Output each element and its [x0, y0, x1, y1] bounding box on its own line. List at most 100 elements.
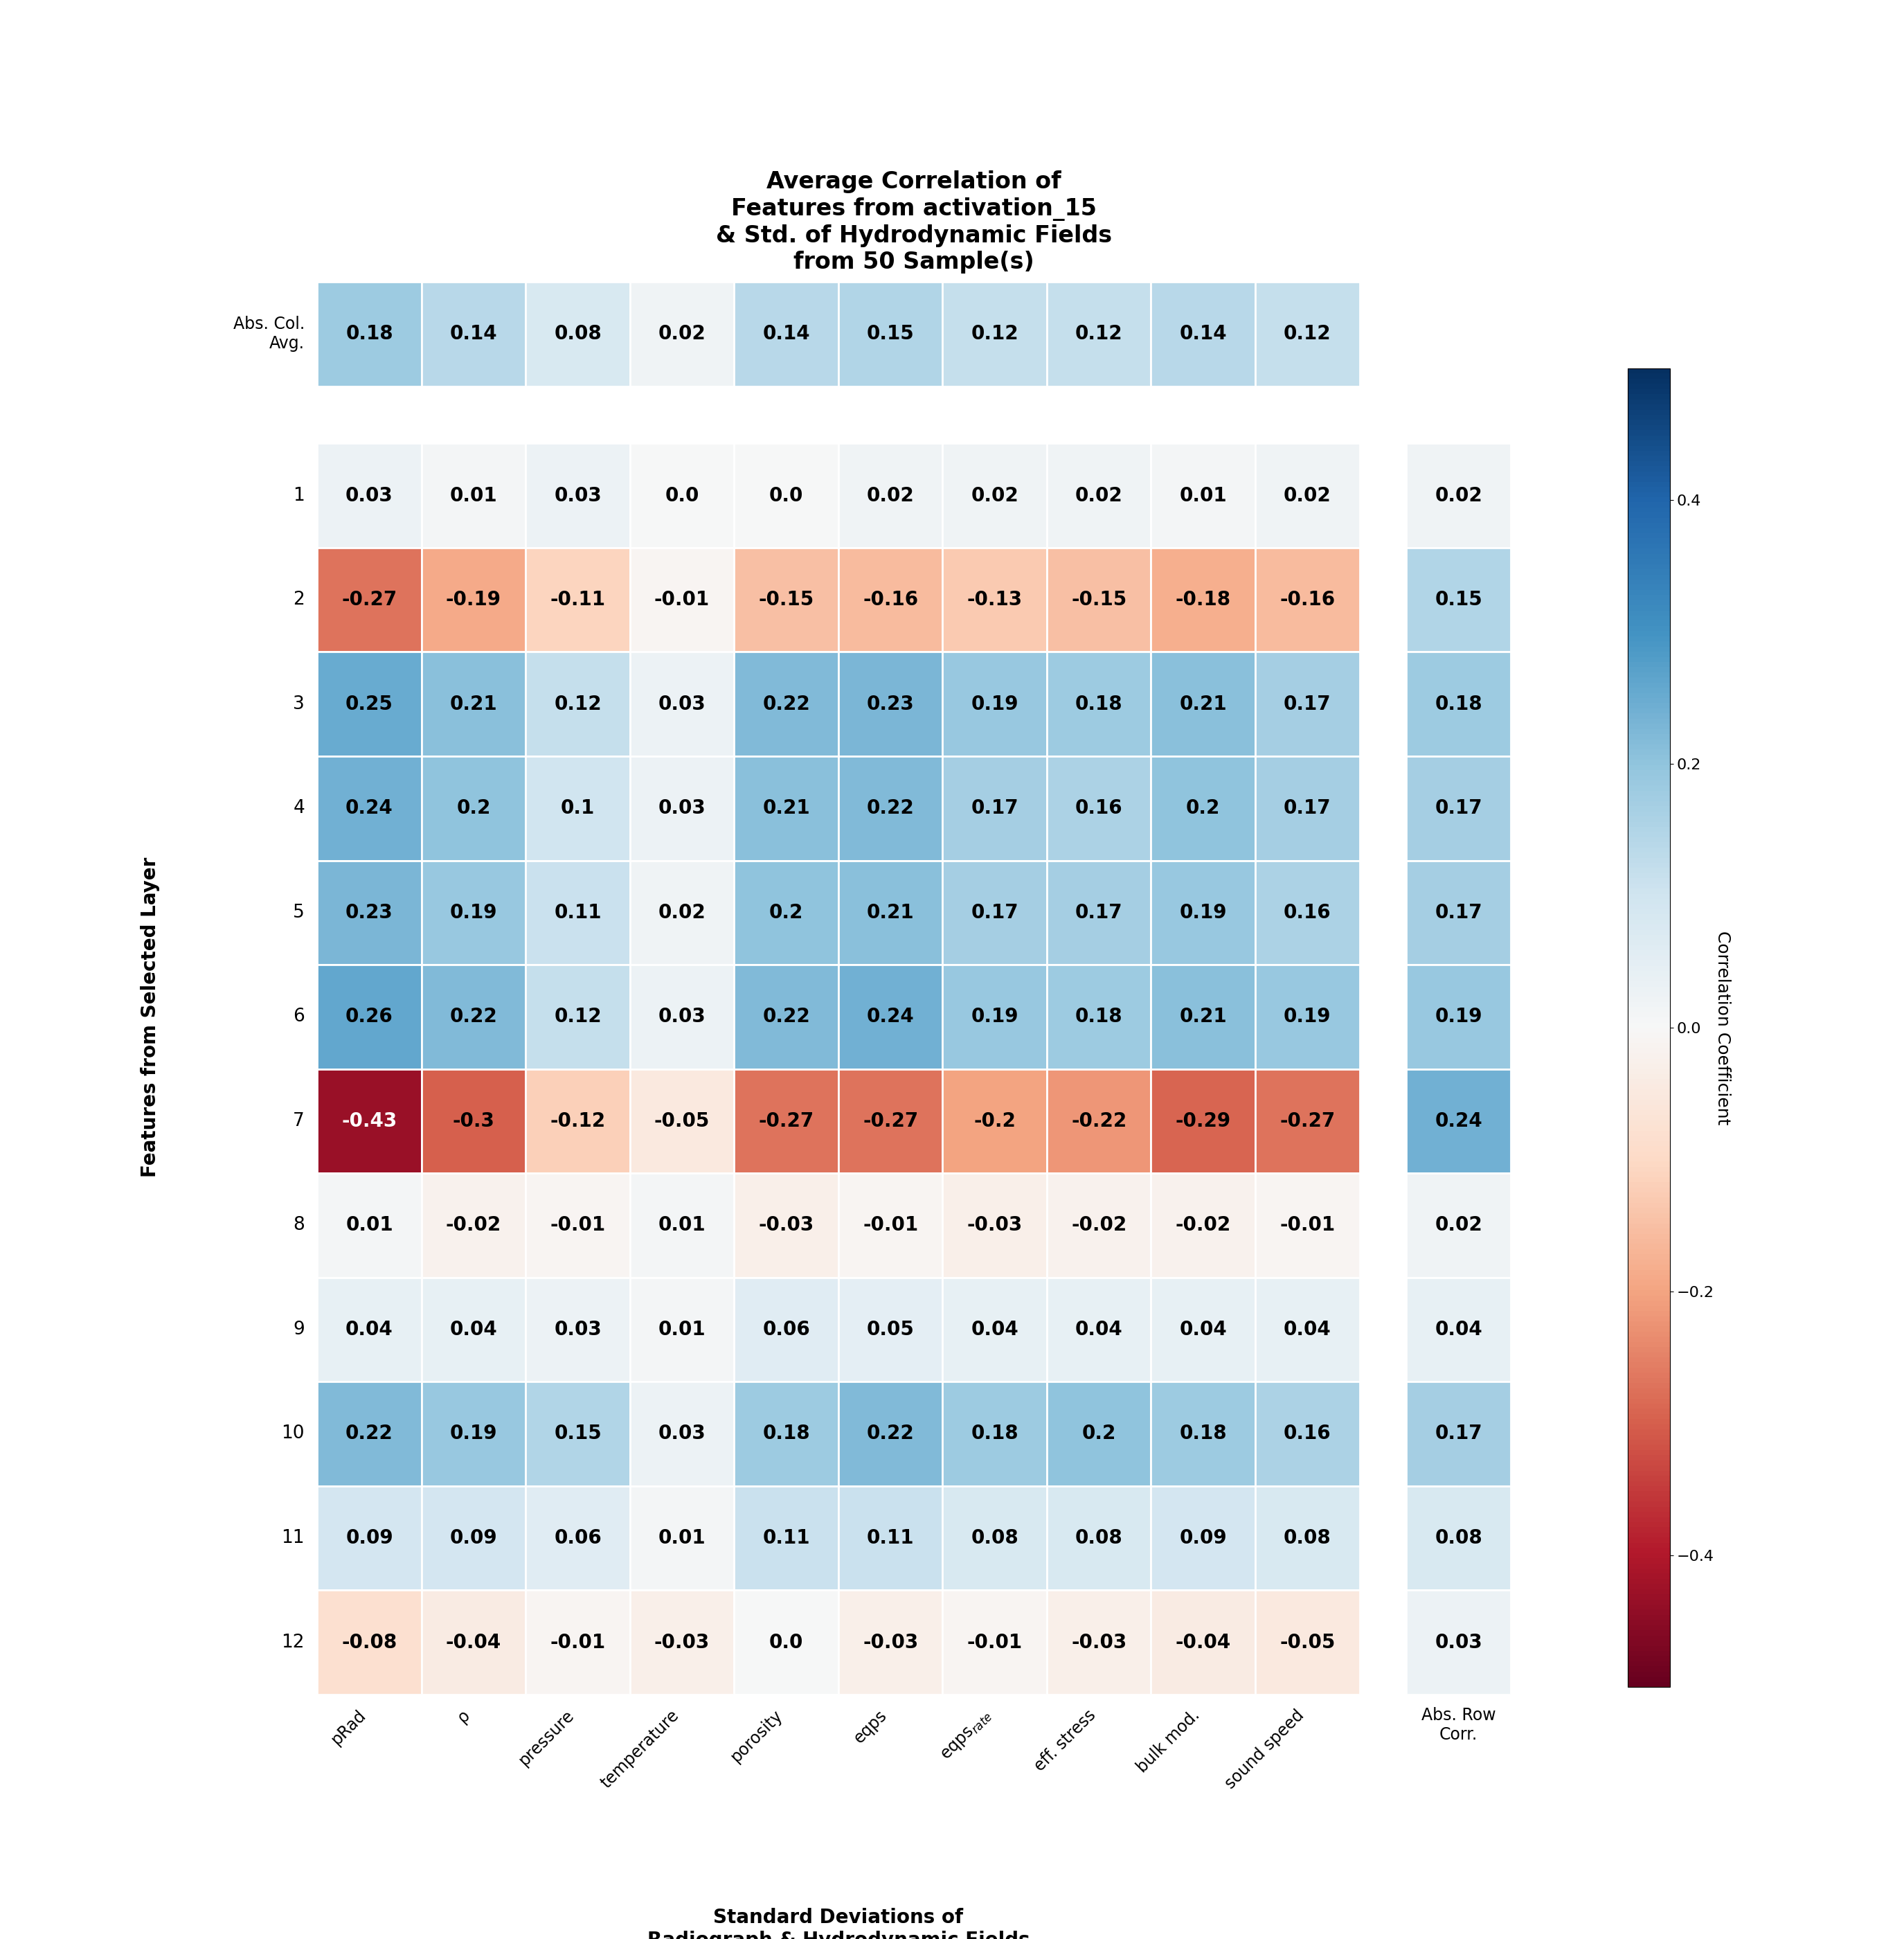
Text: 0.06: 0.06 — [762, 1320, 809, 1340]
Bar — [1152, 652, 1255, 756]
Bar — [735, 1590, 838, 1695]
Text: -0.01: -0.01 — [655, 589, 710, 609]
Text: 0.03: 0.03 — [659, 694, 706, 714]
Text: 0.08: 0.08 — [1283, 1528, 1331, 1547]
Text: 4: 4 — [293, 799, 305, 818]
Bar — [421, 861, 526, 966]
Text: 0.03: 0.03 — [659, 799, 706, 818]
Text: 0.04: 0.04 — [1283, 1320, 1331, 1340]
Bar — [1047, 1590, 1152, 1695]
Bar — [942, 861, 1047, 966]
Bar — [1255, 1383, 1359, 1485]
Bar — [838, 1173, 942, 1278]
Text: 0.12: 0.12 — [971, 324, 1019, 343]
Text: -0.02: -0.02 — [1175, 1216, 1230, 1235]
Text: 0.17: 0.17 — [1283, 694, 1331, 714]
Bar — [1255, 1278, 1359, 1383]
Text: 0.19: 0.19 — [1283, 1006, 1331, 1026]
Text: 0.26: 0.26 — [345, 1006, 392, 1026]
Bar — [421, 1278, 526, 1383]
Bar — [1047, 1068, 1152, 1173]
Bar — [421, 1383, 526, 1485]
Bar — [942, 1485, 1047, 1590]
Bar — [1255, 966, 1359, 1068]
Y-axis label: Correlation Coefficient: Correlation Coefficient — [1716, 931, 1731, 1125]
Bar — [1152, 281, 1255, 386]
Text: 7: 7 — [293, 1113, 305, 1130]
Text: 0.21: 0.21 — [762, 799, 809, 818]
Text: -0.01: -0.01 — [1279, 1216, 1335, 1235]
Bar — [318, 861, 421, 966]
Text: 0.14: 0.14 — [449, 324, 497, 343]
Bar — [1047, 756, 1152, 861]
Bar — [630, 1485, 735, 1590]
Text: 0.08: 0.08 — [1436, 1528, 1483, 1547]
Text: -0.11: -0.11 — [550, 589, 605, 609]
Bar — [735, 966, 838, 1068]
Bar — [942, 1173, 1047, 1278]
Text: 0.24: 0.24 — [345, 799, 392, 818]
Bar — [421, 1068, 526, 1173]
Bar — [942, 547, 1047, 652]
Text: 0.21: 0.21 — [449, 694, 497, 714]
Bar — [838, 1383, 942, 1485]
Text: 0.04: 0.04 — [1076, 1320, 1123, 1340]
Text: eff. stress: eff. stress — [1032, 1706, 1099, 1774]
Bar — [735, 861, 838, 966]
Bar — [630, 1590, 735, 1695]
Text: -0.02: -0.02 — [446, 1216, 501, 1235]
Bar — [1152, 1485, 1255, 1590]
Text: 0.11: 0.11 — [554, 904, 602, 923]
Bar — [630, 652, 735, 756]
Text: 0.17: 0.17 — [971, 799, 1019, 818]
Bar — [838, 547, 942, 652]
Text: 0.19: 0.19 — [1436, 1006, 1481, 1026]
Bar — [1255, 547, 1359, 652]
Text: 0.08: 0.08 — [971, 1528, 1019, 1547]
Bar — [942, 1278, 1047, 1383]
Bar — [735, 1278, 838, 1383]
Bar — [1152, 756, 1255, 861]
Bar — [735, 547, 838, 652]
Bar — [1407, 756, 1510, 861]
Bar — [1407, 1068, 1510, 1173]
Text: 0.12: 0.12 — [1076, 324, 1123, 343]
Bar — [318, 547, 421, 652]
Text: 0.17: 0.17 — [1283, 799, 1331, 818]
Text: -0.03: -0.03 — [655, 1633, 710, 1652]
Bar — [1152, 1173, 1255, 1278]
Text: -0.05: -0.05 — [1279, 1633, 1335, 1652]
Text: eqps: eqps — [851, 1706, 891, 1747]
Bar — [318, 1590, 421, 1695]
Bar — [942, 756, 1047, 861]
Text: 0.02: 0.02 — [659, 324, 706, 343]
Text: 0.22: 0.22 — [762, 1006, 809, 1026]
Bar — [318, 1485, 421, 1590]
Text: 0.03: 0.03 — [554, 1320, 602, 1340]
Text: 0.15: 0.15 — [1436, 589, 1483, 609]
Text: -0.16: -0.16 — [863, 589, 918, 609]
Text: -0.19: -0.19 — [446, 589, 501, 609]
Bar — [942, 281, 1047, 386]
Text: 0.1: 0.1 — [562, 799, 594, 818]
Text: 0.02: 0.02 — [659, 904, 706, 923]
Text: 0.17: 0.17 — [1076, 904, 1123, 923]
Text: 0.17: 0.17 — [971, 904, 1019, 923]
Text: -0.02: -0.02 — [1072, 1216, 1127, 1235]
Text: 0.2: 0.2 — [457, 799, 491, 818]
Bar — [1407, 1173, 1510, 1278]
Bar — [526, 861, 630, 966]
Text: 0.17: 0.17 — [1436, 799, 1481, 818]
Bar — [1047, 444, 1152, 547]
Text: -0.01: -0.01 — [863, 1216, 918, 1235]
Text: 0.02: 0.02 — [971, 487, 1019, 506]
Bar — [1255, 652, 1359, 756]
Bar — [1255, 1173, 1359, 1278]
Bar — [526, 1485, 630, 1590]
Bar — [526, 1278, 630, 1383]
Bar — [421, 281, 526, 386]
Bar — [421, 547, 526, 652]
Text: 0.03: 0.03 — [345, 487, 392, 506]
Text: -0.43: -0.43 — [341, 1111, 398, 1130]
Bar — [630, 444, 735, 547]
